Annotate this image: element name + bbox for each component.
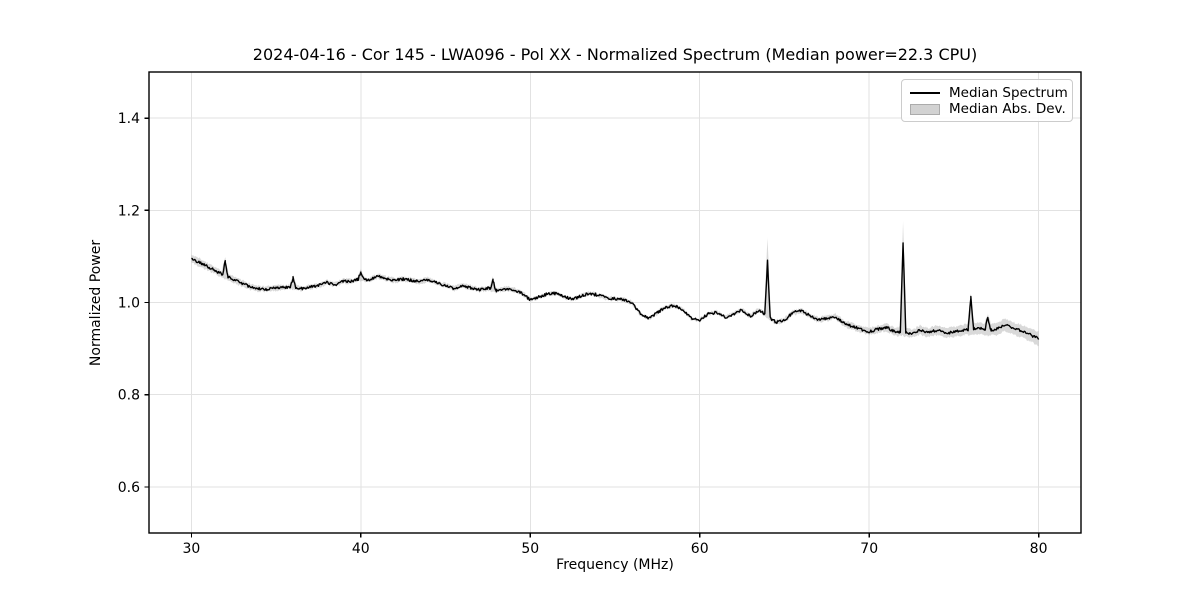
- y-tick-label: 1.4: [118, 111, 140, 127]
- x-tick-label: 30: [182, 541, 200, 557]
- legend-label: Median Spectrum: [949, 85, 1068, 101]
- legend-item-median-spectrum: Median Spectrum: [910, 85, 1068, 101]
- legend-item-median-abs-dev: Median Abs. Dev.: [910, 101, 1066, 117]
- x-tick-label: 80: [1030, 541, 1048, 557]
- x-tick-label: 40: [352, 541, 370, 557]
- legend-label: Median Abs. Dev.: [949, 101, 1066, 117]
- mad-band: [191, 220, 1039, 347]
- x-tick-label: 70: [860, 541, 878, 557]
- median-spectrum-line: [191, 242, 1040, 340]
- x-tick-label: 50: [521, 541, 539, 557]
- y-tick-label: 0.8: [118, 388, 140, 404]
- x-tick-label: 60: [691, 541, 709, 557]
- patch-sample-icon: [910, 103, 940, 115]
- y-tick-label: 0.6: [118, 480, 140, 496]
- chart-title: 2024-04-16 - Cor 145 - LWA096 - Pol XX -…: [252, 45, 978, 64]
- y-tick-label: 1.2: [118, 203, 140, 219]
- legend: Median Spectrum Median Abs. Dev.: [901, 79, 1073, 122]
- x-axis-label: Frequency (MHz): [556, 557, 674, 573]
- line-sample-icon: [910, 92, 940, 94]
- y-tick-label: 1.0: [118, 296, 140, 312]
